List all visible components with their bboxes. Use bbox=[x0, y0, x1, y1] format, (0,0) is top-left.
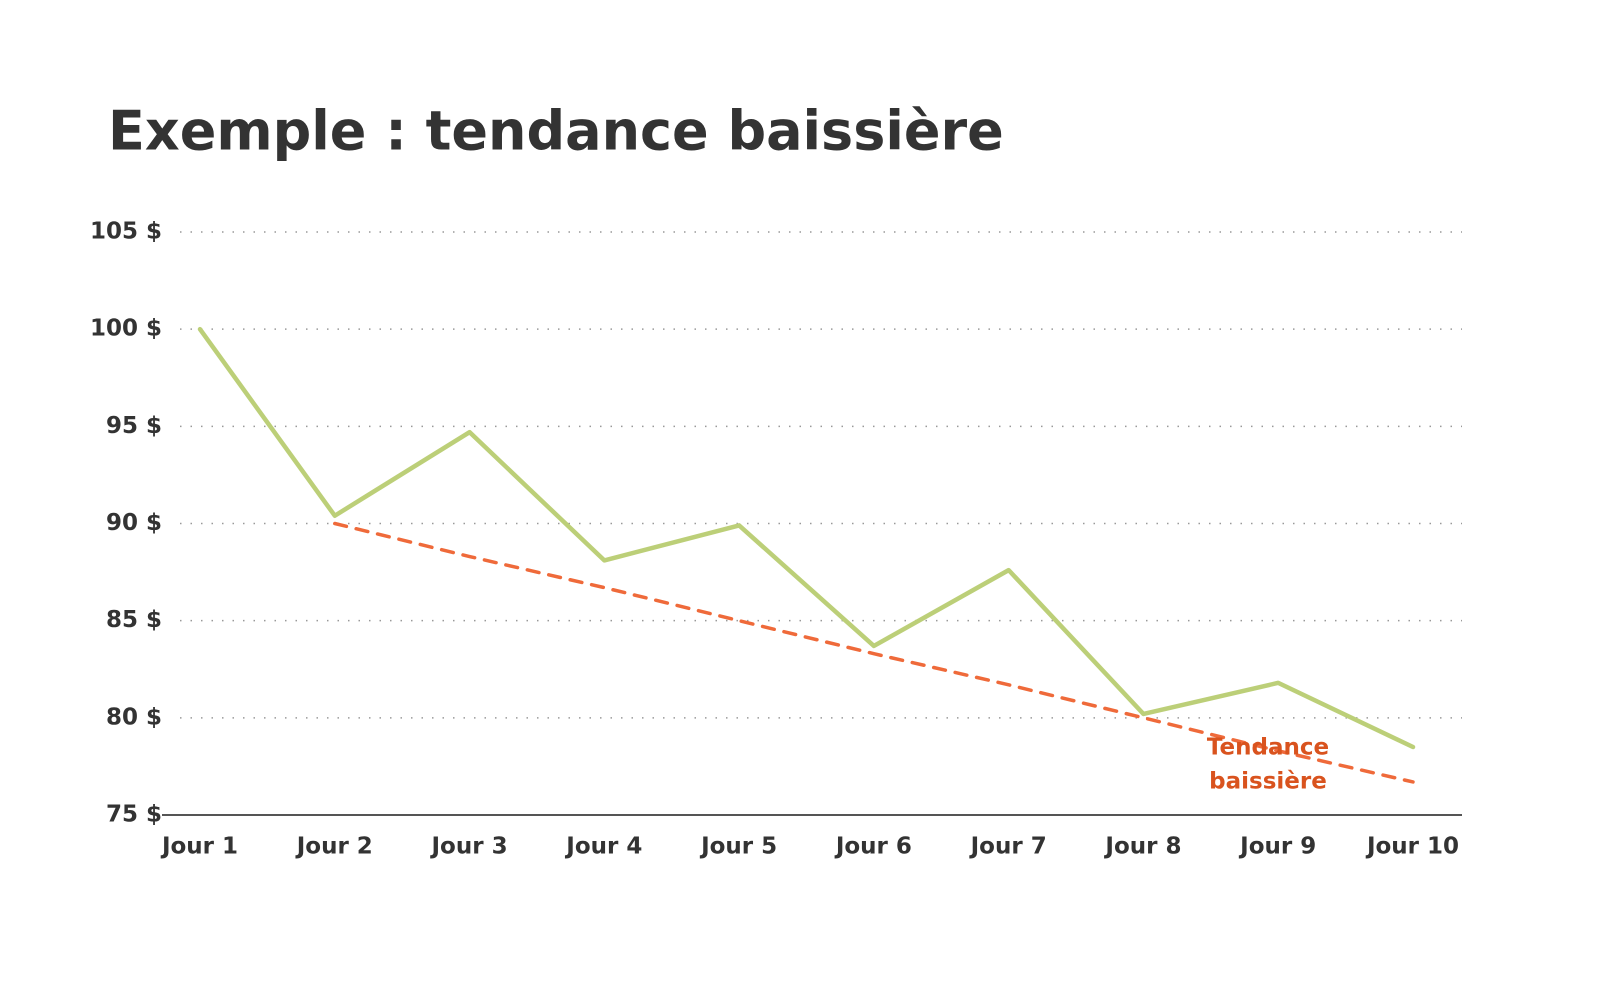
y-tick-label: 75 $ bbox=[106, 802, 162, 828]
y-tick-label: 85 $ bbox=[106, 607, 162, 633]
x-tick-label: Jour 1 bbox=[160, 834, 238, 860]
y-tick-label: 80 $ bbox=[106, 704, 162, 730]
y-tick-label: 90 $ bbox=[106, 510, 162, 536]
x-tick-label: Jour 9 bbox=[1238, 834, 1316, 860]
x-tick-label: Jour 5 bbox=[699, 834, 777, 860]
x-tick-label: Jour 10 bbox=[1365, 834, 1459, 860]
trend-line bbox=[333, 521, 1415, 784]
x-tick-label: Jour 3 bbox=[430, 834, 508, 860]
x-tick-label: Jour 7 bbox=[969, 834, 1047, 860]
y-tick-label: 105 $ bbox=[90, 219, 162, 245]
x-tick-label: Jour 4 bbox=[564, 834, 642, 860]
x-tick-label: Jour 8 bbox=[1103, 834, 1181, 860]
y-tick-label: 95 $ bbox=[106, 413, 162, 439]
chart-title: Exemple : tendance baissière bbox=[108, 100, 1004, 163]
annotation: baissière bbox=[1209, 769, 1327, 795]
x-tick-label: Jour 2 bbox=[295, 834, 373, 860]
price-line bbox=[197, 326, 1416, 750]
annotation: Tendance bbox=[1207, 735, 1329, 761]
y-tick-label: 100 $ bbox=[90, 316, 162, 342]
x-tick-label: Jour 6 bbox=[834, 834, 912, 860]
